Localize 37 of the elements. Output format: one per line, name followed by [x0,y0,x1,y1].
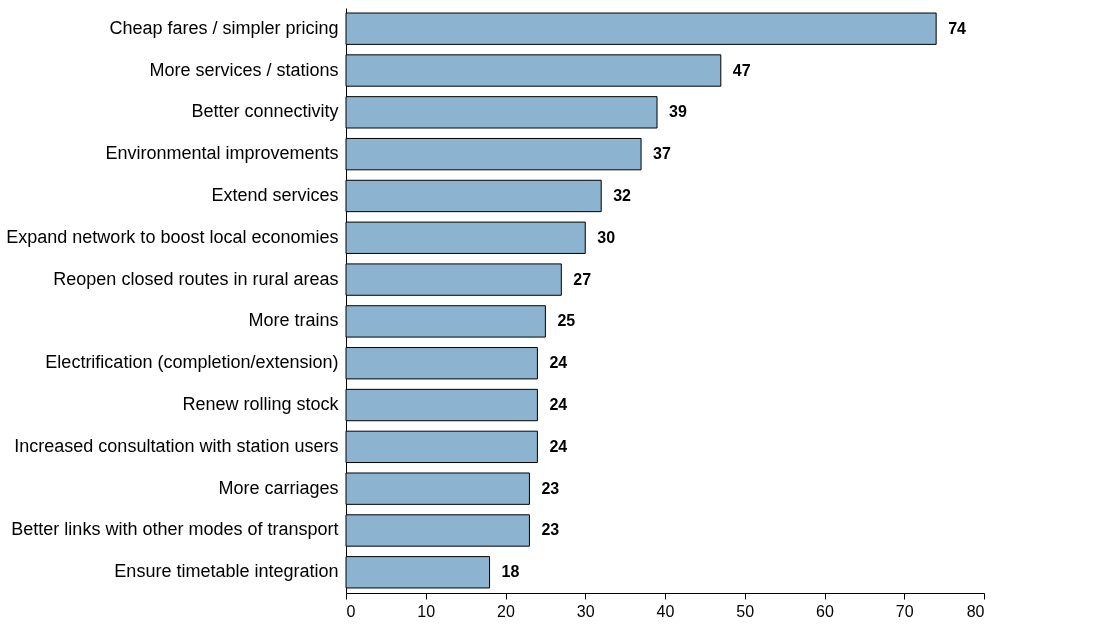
y-tick-label: More carriages [218,477,339,498]
x-tick-label: 80 [966,602,985,620]
x-tick-label: 30 [576,602,595,620]
x-tick-label: 10 [417,602,436,620]
data-label: 39 [669,103,687,121]
data-label: 32 [613,186,632,204]
y-tick-label: Expand network to boost local economies [6,226,339,247]
data-label: 23 [541,521,560,539]
y-tick-label: More trains [248,310,339,331]
y-tick-label: Better connectivity [191,101,339,122]
data-label: 24 [549,396,568,414]
x-tick-label: 70 [895,602,914,620]
x-tick-label: 20 [497,602,515,620]
data-label: 27 [573,270,592,288]
y-tick-label: Renew rolling stock [182,394,340,415]
data-label: 37 [653,145,671,163]
data-label: 24 [549,354,568,372]
data-label: 47 [732,61,751,79]
y-tick-label: Better links with other modes of transport [11,519,339,540]
y-tick-label: Cheap fares / simpler pricing [109,17,339,38]
y-tick-label: Ensure timetable integration [114,561,339,582]
data-label: 24 [549,437,568,455]
data-label: 25 [557,312,576,330]
y-tick-label: More services / stations [149,59,339,80]
y-tick-label: Reopen closed routes in rural areas [53,268,339,289]
y-tick-label: Increased consultation with station users [14,435,339,456]
data-label: 30 [597,228,616,246]
x-tick-label: 0 [346,602,356,620]
x-tick-label: 40 [656,602,675,620]
data-label: 23 [541,479,560,497]
y-tick-label: Electrification (completion/extension) [45,352,339,373]
x-tick-label: 50 [736,602,755,620]
y-tick-label: Extend services [211,184,339,205]
data-label: 18 [501,563,520,581]
y-tick-label: Environmental improvements [105,143,339,164]
data-label: 74 [948,19,967,37]
x-tick-label: 60 [816,602,834,620]
